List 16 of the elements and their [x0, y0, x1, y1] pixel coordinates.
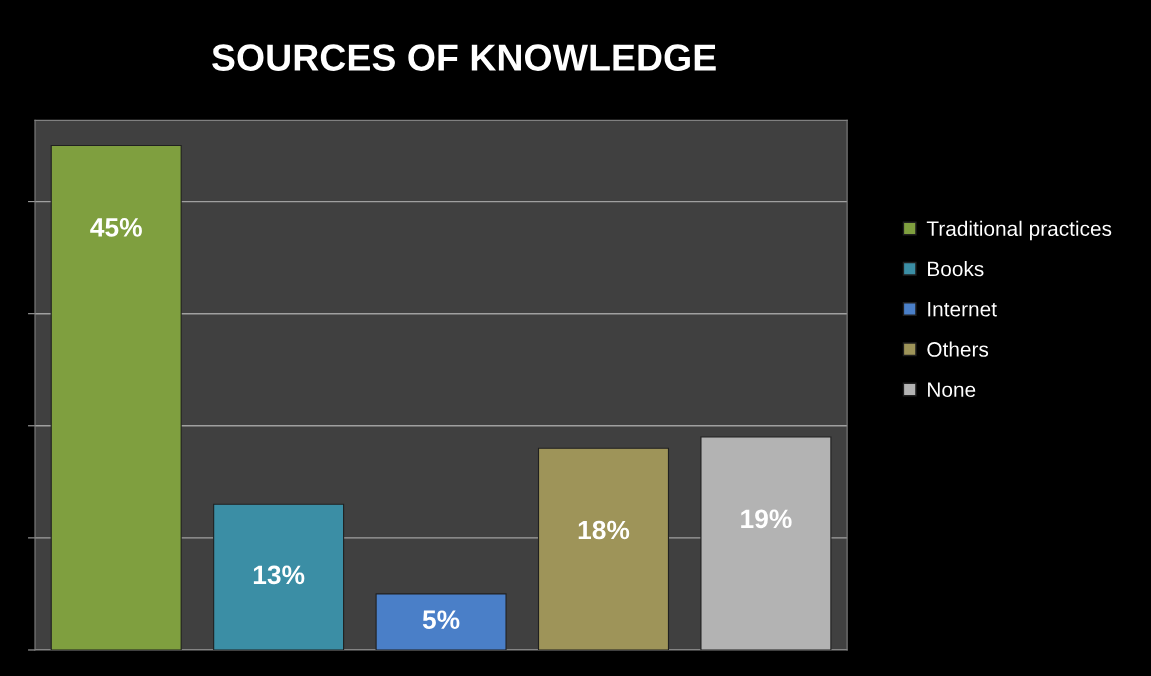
- legend-label: Books: [928, 261, 984, 277]
- data-label: 19%: [741, 509, 792, 529]
- bar: [700, 436, 832, 650]
- legend-label: Others: [927, 341, 989, 357]
- data-label: 45%: [90, 218, 142, 237]
- bar: [537, 447, 670, 650]
- data-label: 18%: [578, 520, 630, 540]
- legend-label: Internet: [928, 302, 997, 317]
- legend-label: None: [928, 382, 976, 398]
- data-label: 13%: [253, 565, 305, 585]
- bar: [213, 503, 345, 650]
- bar: [50, 144, 182, 650]
- chart-title: SOURCES OF KNOWLEDGE: [212, 44, 716, 71]
- legend-label: Traditional practices: [926, 220, 1112, 241]
- bar: [375, 593, 507, 650]
- data-label: 5%: [422, 610, 460, 630]
